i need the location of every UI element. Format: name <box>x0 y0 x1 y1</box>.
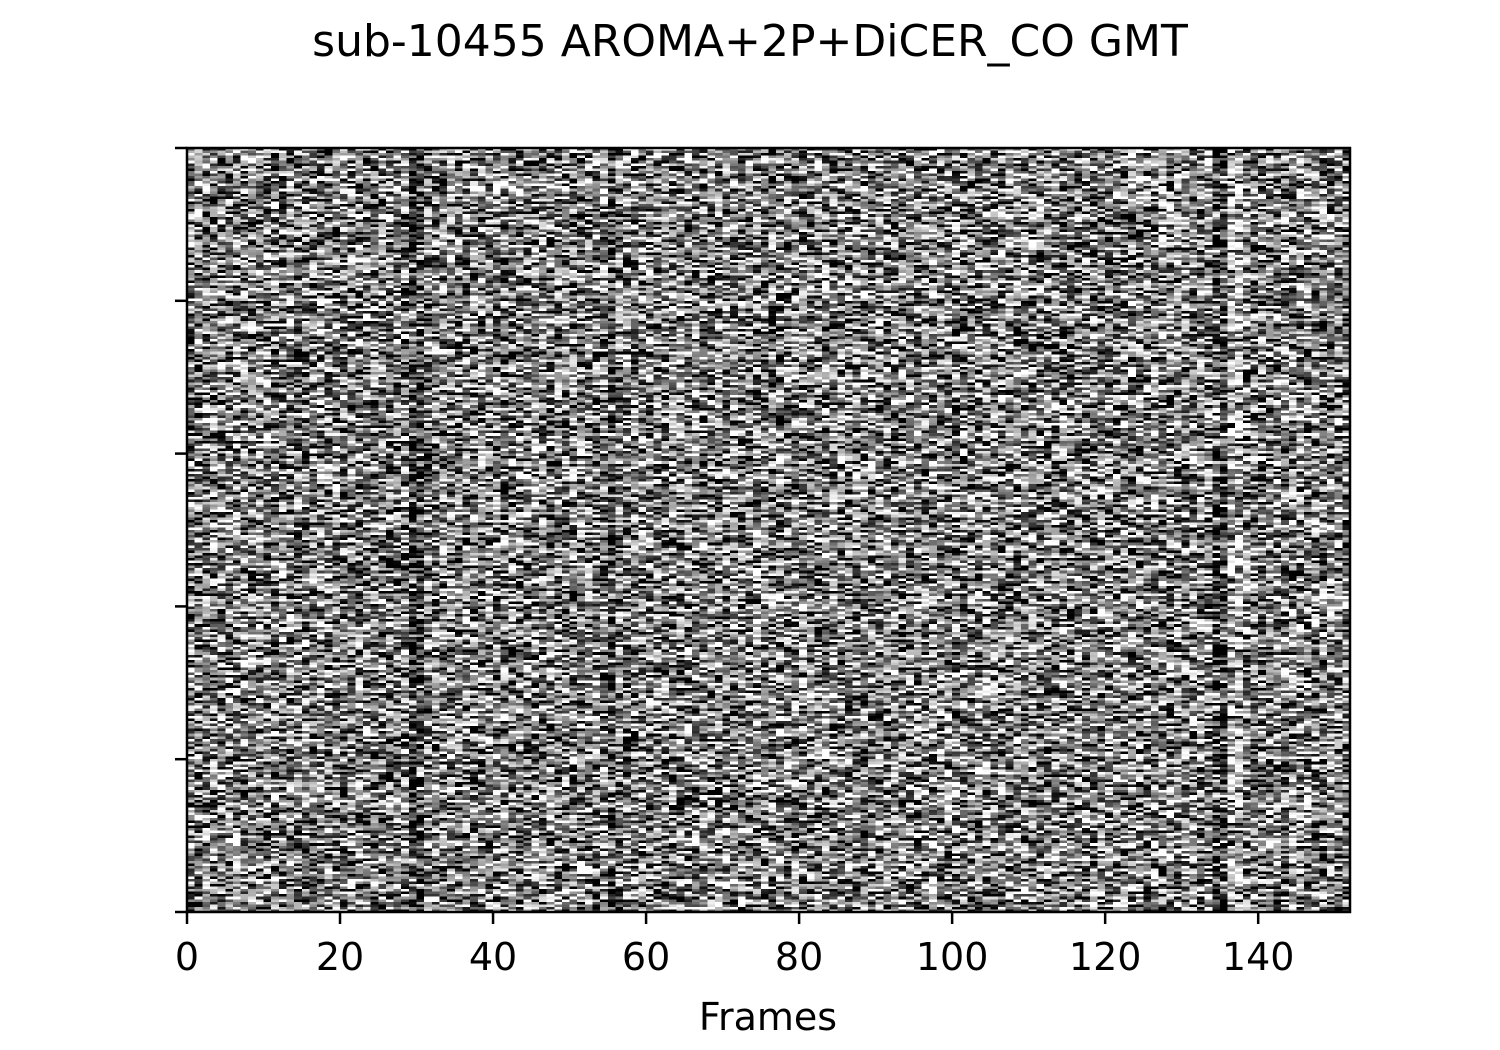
x-tick-label: 20 <box>316 935 364 979</box>
x-tick-label: 80 <box>775 935 823 979</box>
x-tick-label: 120 <box>1069 935 1142 979</box>
x-tick-label: 60 <box>622 935 670 979</box>
heatmap-cells <box>187 148 1350 912</box>
x-tick-label: 40 <box>469 935 517 979</box>
heatmap-image <box>187 148 1350 912</box>
y-axis <box>175 146 187 914</box>
plot-frame <box>185 146 1352 914</box>
x-axis: 0 20 40 60 80 100 120 140 <box>175 912 1295 979</box>
chart-title: sub-10455 AROMA+2P+DiCER_CO GMT <box>312 16 1188 67</box>
x-tick-label: 140 <box>1222 935 1295 979</box>
x-tick-label: 0 <box>175 935 199 979</box>
x-tick-label: 100 <box>916 935 989 979</box>
x-axis-label: Frames <box>699 995 837 1039</box>
